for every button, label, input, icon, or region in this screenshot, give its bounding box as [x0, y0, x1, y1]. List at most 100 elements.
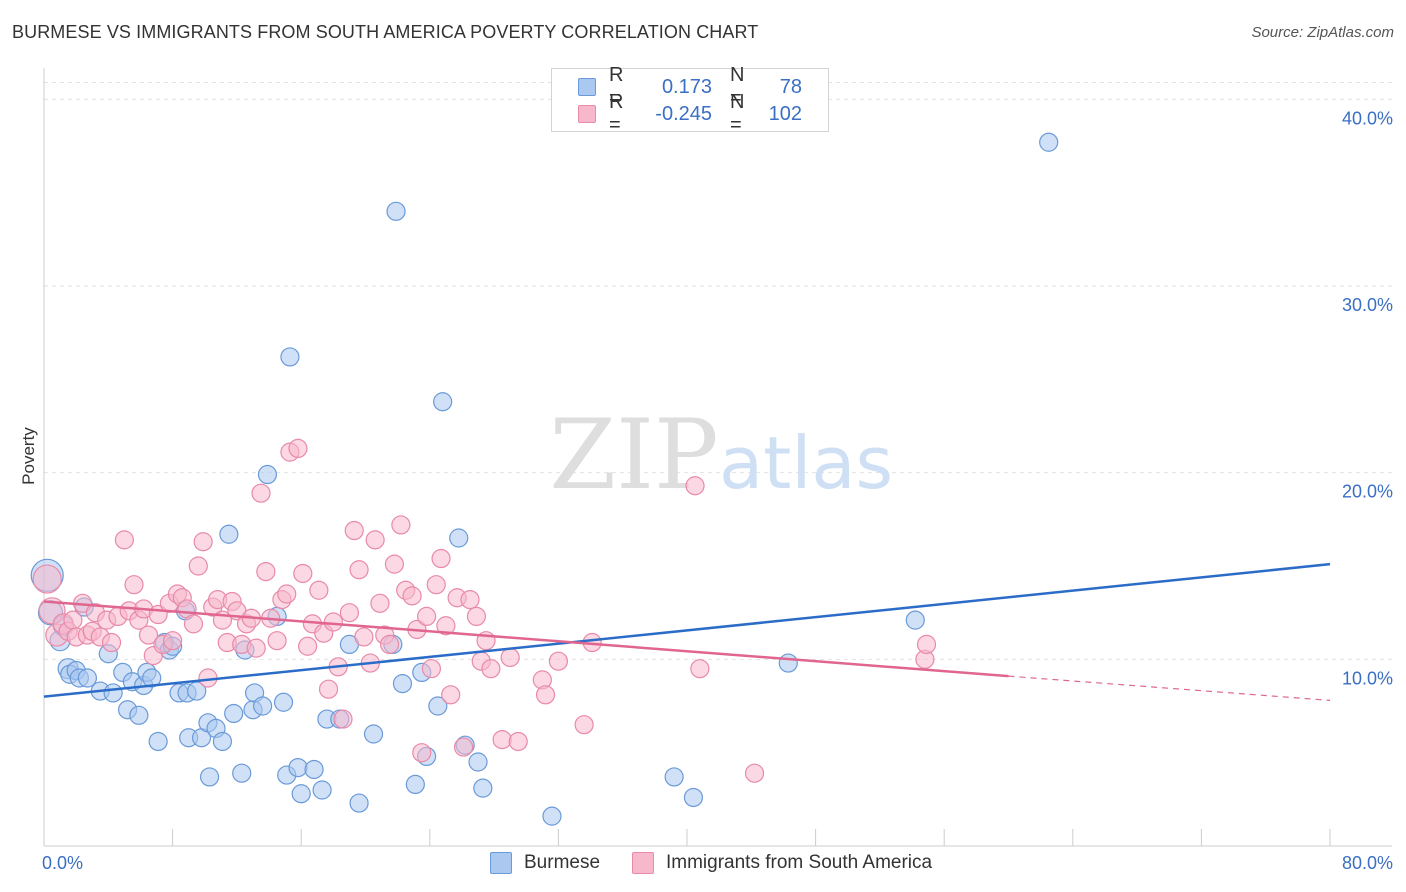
imm-trend-line [43, 600, 1009, 678]
n-value: 102 [768, 102, 802, 125]
burmese-point [304, 759, 324, 780]
r-label: R = [609, 64, 624, 109]
imm-point [251, 483, 271, 503]
burmese-point [212, 731, 233, 752]
imm-point [916, 634, 937, 655]
burmese-point [142, 668, 162, 688]
y-tick-label: 20.0% [1342, 482, 1393, 502]
burmese-point [224, 703, 244, 724]
burmese-point [219, 524, 239, 544]
burmese-point [257, 464, 278, 485]
imm-point [380, 634, 400, 655]
imm-point [63, 610, 83, 630]
imm-point [288, 438, 308, 458]
imm-point [318, 679, 339, 699]
watermark: ZIP atlas [549, 399, 893, 511]
imm-point [323, 612, 343, 632]
immigrants-swatch [578, 105, 596, 123]
imm-point [690, 659, 710, 679]
y-axis-title: Poverty [19, 427, 38, 485]
imm-point [384, 554, 405, 574]
burmese-point [542, 806, 562, 826]
burmese-point [392, 673, 413, 694]
imm-point [193, 532, 213, 552]
burmese-point [386, 201, 406, 221]
imm-point [163, 631, 183, 651]
imm-point [535, 685, 556, 705]
burmese-point [905, 610, 925, 630]
legend-label: Burmese [524, 852, 601, 873]
burmese-point [473, 778, 493, 798]
burmese-point [363, 724, 384, 744]
burmese-point [312, 780, 332, 800]
imm-point [460, 589, 480, 610]
r-value: -0.245 [655, 102, 712, 125]
burmese-point [148, 731, 168, 752]
imm-point [183, 614, 204, 634]
burmese-legend-swatch [490, 852, 512, 874]
gridlines [44, 82, 1392, 660]
y-tick-label: 10.0% [1342, 668, 1393, 688]
n-label: N = [730, 64, 745, 109]
imm-point [685, 476, 705, 496]
imm-point [277, 584, 297, 604]
imm-point [349, 560, 369, 580]
imm-point [246, 638, 266, 658]
source-label: Source: ZipAtlas.com [1251, 24, 1394, 41]
legend-label: Immigrants from South America [666, 852, 933, 873]
imm-point [354, 627, 374, 647]
n-label: N = [730, 91, 745, 136]
imm-point [436, 616, 456, 636]
burmese-point [199, 767, 220, 787]
burmese-point [683, 787, 704, 808]
burmese-point [468, 752, 488, 772]
trend-lines [43, 562, 1331, 701]
burmese-point [778, 653, 798, 673]
burmese-point [405, 774, 425, 795]
legend-item-burmese[interactable]: Burmese [490, 852, 600, 874]
imm-point [101, 632, 122, 653]
burmese-point [433, 392, 453, 412]
axes [43, 68, 1392, 847]
immigrants-legend-swatch [632, 852, 654, 874]
imm-point [548, 651, 569, 671]
imm-point [492, 729, 512, 750]
burmese-point [273, 692, 294, 712]
imm-point [416, 606, 437, 627]
imm-point [426, 575, 446, 595]
burmese-point [288, 757, 308, 778]
imm-point [508, 731, 528, 752]
y-tick-label: 30.0% [1342, 295, 1393, 315]
imm-point [402, 586, 422, 606]
legend-item-immigrants[interactable]: Immigrants from South America [632, 852, 932, 874]
burmese-point [449, 528, 469, 548]
imm-point [481, 659, 501, 679]
burmese-point [77, 668, 98, 688]
chart-title: BURMESE VS IMMIGRANTS FROM SOUTH AMERICA… [12, 22, 759, 42]
imm-point [453, 737, 474, 757]
r-label: R = [609, 91, 624, 136]
imm-point [298, 636, 318, 656]
burmese-point [291, 784, 311, 804]
imm-point [500, 647, 520, 668]
burmese-point [664, 767, 684, 787]
burmese-point [103, 683, 123, 703]
y-tick-label: 40.0% [1342, 108, 1393, 128]
burmese-point [280, 347, 300, 367]
imm-point [138, 625, 159, 645]
imm-point [441, 685, 461, 705]
n-value: 78 [779, 75, 802, 98]
data-points [30, 132, 1059, 826]
imm-point [188, 556, 208, 576]
burmese-point [349, 793, 369, 813]
imm-point [339, 603, 360, 623]
burmese-trend-line [43, 562, 1331, 698]
imm-point [114, 530, 134, 550]
x-tick-label: 80.0% [1342, 853, 1393, 873]
burmese-swatch [578, 78, 596, 96]
burmese-point [1039, 132, 1059, 152]
burmese-point [428, 696, 448, 716]
imm-point [431, 548, 451, 569]
watermark-atlas: atlas [719, 421, 893, 505]
